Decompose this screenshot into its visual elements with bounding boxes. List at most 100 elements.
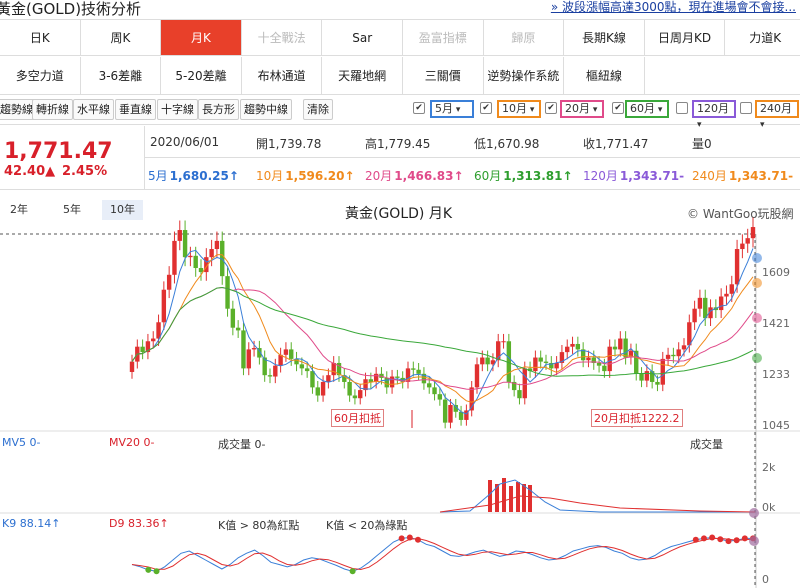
chart-mark xyxy=(437,394,443,400)
tab-4[interactable]: 布林通道 xyxy=(242,57,323,94)
quote-high: 高1,779.45 xyxy=(365,137,431,151)
ma-period-select[interactable]: 10月 ▾ xyxy=(497,100,541,118)
ma60-line xyxy=(131,286,754,377)
chart-mark xyxy=(602,365,607,372)
k-high-dot xyxy=(741,535,748,542)
ma-checkbox[interactable]: ✔ xyxy=(413,102,425,114)
draw-tool-button[interactable]: 水平線 xyxy=(73,99,114,120)
draw-tool-button[interactable]: 轉折線 xyxy=(32,99,73,120)
chart-mark xyxy=(204,257,209,273)
ma-period-select[interactable]: 60月 ▾ xyxy=(625,100,669,118)
tab-9[interactable]: 日周月KD xyxy=(645,20,726,55)
ma-period-select[interactable]: 5月 ▾ xyxy=(430,100,474,118)
chart-mark xyxy=(283,349,289,355)
chart-mark xyxy=(623,338,628,358)
range-button[interactable]: 5年 xyxy=(63,203,81,216)
chart-mark xyxy=(299,364,305,369)
ma-checkbox[interactable] xyxy=(676,102,688,114)
ma-value: 240月 1,343.71- xyxy=(692,167,793,184)
chart-mark xyxy=(389,376,395,388)
volume-bar xyxy=(528,485,532,512)
price-tick: 1421 xyxy=(762,317,790,330)
tab-2[interactable]: 周K xyxy=(81,20,162,55)
draw-tool-button[interactable]: 垂直線 xyxy=(115,99,156,120)
price-tick: 1233 xyxy=(762,368,790,381)
ma-period-select[interactable]: 240月 ▾ xyxy=(755,100,799,130)
ma-name: 60月 xyxy=(474,169,502,183)
ma-period-select[interactable]: 20月 ▾ xyxy=(560,100,604,118)
chart-mark xyxy=(618,338,623,350)
chart-mark xyxy=(464,410,469,420)
ma-name: 20月 xyxy=(365,169,393,183)
ma-name: 5月 xyxy=(148,169,168,183)
draw-tool-button[interactable]: 長方形 xyxy=(198,99,239,120)
chart-mark xyxy=(533,357,538,372)
chevron-down-icon: ▾ xyxy=(527,105,535,115)
tab-7[interactable]: 逆勢操作系統 xyxy=(484,57,565,94)
tab-8[interactable]: 樞紐線 xyxy=(564,57,645,94)
volume-bar xyxy=(522,484,526,512)
chart-mark xyxy=(496,341,501,361)
ma-value: 5月 1,680.25↑ xyxy=(148,167,239,184)
ma10-line xyxy=(131,254,754,403)
tab-6[interactable]: 三關價 xyxy=(403,57,484,94)
chart-mark xyxy=(559,352,565,363)
range-button[interactable]: 2年 xyxy=(10,203,28,216)
chart-mark xyxy=(628,350,634,358)
ma-end-marker xyxy=(752,313,762,323)
chart-mark xyxy=(421,373,427,384)
chart-mark xyxy=(485,357,490,365)
mv20-line xyxy=(439,495,756,513)
tab-2[interactable]: 3-6差離 xyxy=(81,57,162,94)
chart-mark xyxy=(639,373,644,381)
ma-number: 1,680.25↑ xyxy=(169,169,239,183)
chart-mark xyxy=(140,346,145,353)
draw-tool-button[interactable]: 趨勢線 xyxy=(0,99,37,120)
copyright: © WantGoo玩股網 xyxy=(687,207,794,221)
ma-select-label: 60月 xyxy=(630,102,655,115)
ma60-deduction-label: 60月扣抵 xyxy=(331,409,384,427)
ma-value: 60月 1,313.81↑ xyxy=(474,167,573,184)
tab-5[interactable]: 天羅地網 xyxy=(322,57,403,94)
chart-mark xyxy=(342,375,347,382)
news-link[interactable]: » 波段漲幅高達3000點，現在進場會不會接... xyxy=(550,0,796,14)
draw-tool-button[interactable]: 趨勢中線 xyxy=(240,99,292,120)
page-title: 黃金(GOLD)技術分析 xyxy=(0,0,142,18)
chart-mark xyxy=(193,255,198,269)
tab-10[interactable]: 力道K xyxy=(725,20,800,55)
chart-mark xyxy=(278,354,283,366)
tab-5[interactable]: Sar xyxy=(322,20,403,55)
tab-1[interactable]: 日K xyxy=(0,20,81,55)
tab-7[interactable]: 歸原 xyxy=(484,20,565,55)
ma-checkbox[interactable]: ✔ xyxy=(612,102,624,114)
vol-tick: 2k xyxy=(762,461,776,474)
chart-mark xyxy=(336,362,342,376)
quote-open: 開1,739.78 xyxy=(256,137,322,151)
tab-8[interactable]: 長期K線 xyxy=(564,20,645,55)
chart-mark xyxy=(596,362,602,366)
chart-mark xyxy=(235,327,241,331)
chart-mark xyxy=(655,381,660,385)
range-button[interactable]: 10年 xyxy=(102,200,143,220)
clear-button[interactable]: 清除 xyxy=(303,99,333,120)
draw-tool-button[interactable]: 十字線 xyxy=(157,99,198,120)
tab-3[interactable]: 月K xyxy=(161,20,242,55)
price-change: 42.40▲ xyxy=(4,164,56,179)
ma-checkbox[interactable] xyxy=(740,102,752,114)
tab-6[interactable]: 盈富指標 xyxy=(403,20,484,55)
tab-1[interactable]: 多空力道 xyxy=(0,57,81,94)
ma-checkbox[interactable]: ✔ xyxy=(480,102,492,114)
ma-select-label: 120月 xyxy=(697,102,729,115)
tab-3[interactable]: 5-20差離 xyxy=(161,57,242,94)
ma-value: 10月 1,596.20↑ xyxy=(256,167,355,184)
chart-mark xyxy=(241,330,246,369)
ma-checkbox[interactable]: ✔ xyxy=(545,102,557,114)
chart-mark xyxy=(395,376,400,378)
chart-mark xyxy=(549,362,554,369)
ma-number: 1,466.83↑ xyxy=(394,169,464,183)
chart-mark xyxy=(522,368,527,399)
tab-4[interactable]: 十全戰法 xyxy=(242,20,323,55)
price-change-pct: 2.45% xyxy=(62,164,108,179)
ma-period-select[interactable]: 120月 ▾ xyxy=(692,100,736,130)
